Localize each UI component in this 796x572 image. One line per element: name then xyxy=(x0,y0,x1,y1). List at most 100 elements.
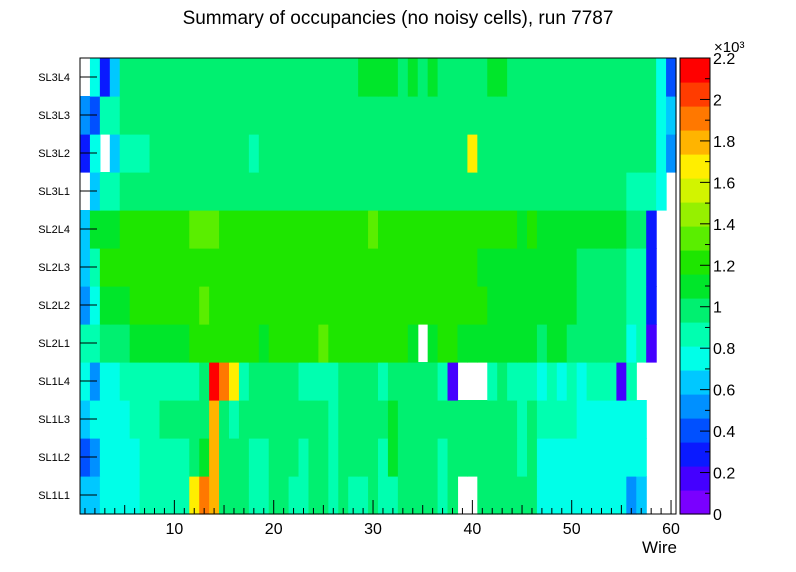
heatmap-cell xyxy=(368,476,379,515)
heatmap-cell xyxy=(387,362,399,401)
heatmap-cell xyxy=(189,96,200,135)
heatmap-cell xyxy=(109,362,121,401)
heatmap-cell xyxy=(497,286,508,325)
heatmap-cell xyxy=(586,248,598,287)
colorbar-tick-label: 1.6 xyxy=(713,175,735,192)
heatmap-cell xyxy=(298,400,310,439)
heatmap-cell xyxy=(586,438,598,477)
colorbar-segment xyxy=(680,394,710,419)
heatmap-cell xyxy=(616,400,627,439)
heatmap-cell xyxy=(596,324,608,363)
heatmap-cell xyxy=(278,286,290,325)
heatmap-cell xyxy=(378,58,389,97)
heatmap-cell xyxy=(129,134,141,173)
heatmap-cell xyxy=(596,172,608,211)
heatmap-cell xyxy=(308,400,319,439)
heatmap-cell xyxy=(238,134,250,173)
heatmap-cell xyxy=(328,134,339,173)
heatmap-cell xyxy=(636,286,647,325)
heatmap-cell xyxy=(556,58,568,97)
heatmap-cell xyxy=(507,324,518,363)
heatmap-cell xyxy=(407,96,419,135)
colorbar: 0 0.2 0.4 0.6 0.8 1 1.2 1.4 1.6 1.8 2 2.2 xyxy=(679,51,735,524)
heatmap-cell xyxy=(467,58,478,97)
heatmap-cell xyxy=(109,210,121,249)
heatmap-cell xyxy=(209,476,220,515)
heatmap-cell xyxy=(219,210,230,249)
heatmap-cell xyxy=(497,172,508,211)
heatmap-cell xyxy=(407,400,419,439)
heatmap-cell xyxy=(497,248,508,287)
heatmap-cell xyxy=(288,476,300,515)
y-tick-label: SL2L3 xyxy=(38,262,70,274)
heatmap-cell xyxy=(258,172,270,211)
heatmap-cell xyxy=(467,438,478,477)
y-tick-label: SL3L3 xyxy=(38,110,70,122)
heatmap-cell xyxy=(318,362,329,401)
heatmap-cell xyxy=(378,134,389,173)
heatmap-cell xyxy=(179,438,190,477)
heatmap-cell xyxy=(457,210,468,249)
heatmap-cell xyxy=(358,248,369,287)
heatmap-cell xyxy=(358,362,369,401)
heatmap-cell xyxy=(328,400,339,439)
heatmap-cell xyxy=(527,362,538,401)
heatmap-cell xyxy=(109,172,121,211)
colorbar-tick-label: 0.2 xyxy=(713,466,735,483)
heatmap-cell xyxy=(487,324,498,363)
heatmap-cell xyxy=(149,476,161,515)
heatmap-cell xyxy=(447,210,459,249)
heatmap-cell xyxy=(546,362,558,401)
heatmap-cell xyxy=(387,438,399,477)
heatmap-cell xyxy=(149,286,161,325)
heatmap-cell xyxy=(219,134,230,173)
heatmap-cell xyxy=(268,58,280,97)
heatmap-cell xyxy=(606,210,617,249)
heatmap-cell xyxy=(248,210,260,249)
heatmap-cell xyxy=(397,58,409,97)
colorbar-tick-label: 1.8 xyxy=(713,134,735,151)
heatmap-cell xyxy=(298,324,310,363)
heatmap-cell xyxy=(517,438,528,477)
heatmap-cell xyxy=(328,476,339,515)
heatmap-cell xyxy=(328,96,339,135)
heatmap-cell xyxy=(646,172,657,211)
heatmap-cell xyxy=(179,362,190,401)
plot-frame xyxy=(79,57,677,515)
colorbar-tick-label: 0.4 xyxy=(713,424,735,441)
heatmap-cell xyxy=(527,438,538,477)
heatmap-cell xyxy=(576,248,588,287)
heatmap-cell xyxy=(109,248,121,287)
heatmap-cell xyxy=(527,96,538,135)
heatmap-cell xyxy=(527,248,538,287)
heatmap-cell xyxy=(238,58,250,97)
heatmap-cell xyxy=(189,58,200,97)
heatmap-cell xyxy=(417,96,429,135)
heatmap-cell xyxy=(596,400,608,439)
heatmap-cell xyxy=(487,476,498,515)
heatmap-cell xyxy=(616,210,627,249)
heatmap-cell xyxy=(397,134,409,173)
heatmap-cell xyxy=(437,476,449,515)
heatmap-cell xyxy=(378,210,389,249)
heatmap-cell xyxy=(556,324,568,363)
heatmap-cell xyxy=(556,96,568,135)
heatmap-cell xyxy=(129,58,141,97)
heatmap-cell xyxy=(219,248,230,287)
heatmap-cell xyxy=(159,362,170,401)
heatmap-cell xyxy=(129,172,141,211)
heatmap-cell xyxy=(318,286,329,325)
heatmap-cell xyxy=(318,210,329,249)
heatmap-cell xyxy=(387,134,399,173)
heatmap-cell xyxy=(278,438,290,477)
heatmap-cell xyxy=(586,172,598,211)
heatmap-cell xyxy=(487,400,498,439)
heatmap-cell xyxy=(209,362,220,401)
heatmap-cell xyxy=(109,476,121,515)
heatmap-cell xyxy=(298,362,310,401)
heatmap-cell xyxy=(387,286,399,325)
heatmap-cell xyxy=(179,134,190,173)
heatmap-cell xyxy=(447,248,459,287)
heatmap-cell xyxy=(199,362,210,401)
heatmap-cell xyxy=(238,172,250,211)
